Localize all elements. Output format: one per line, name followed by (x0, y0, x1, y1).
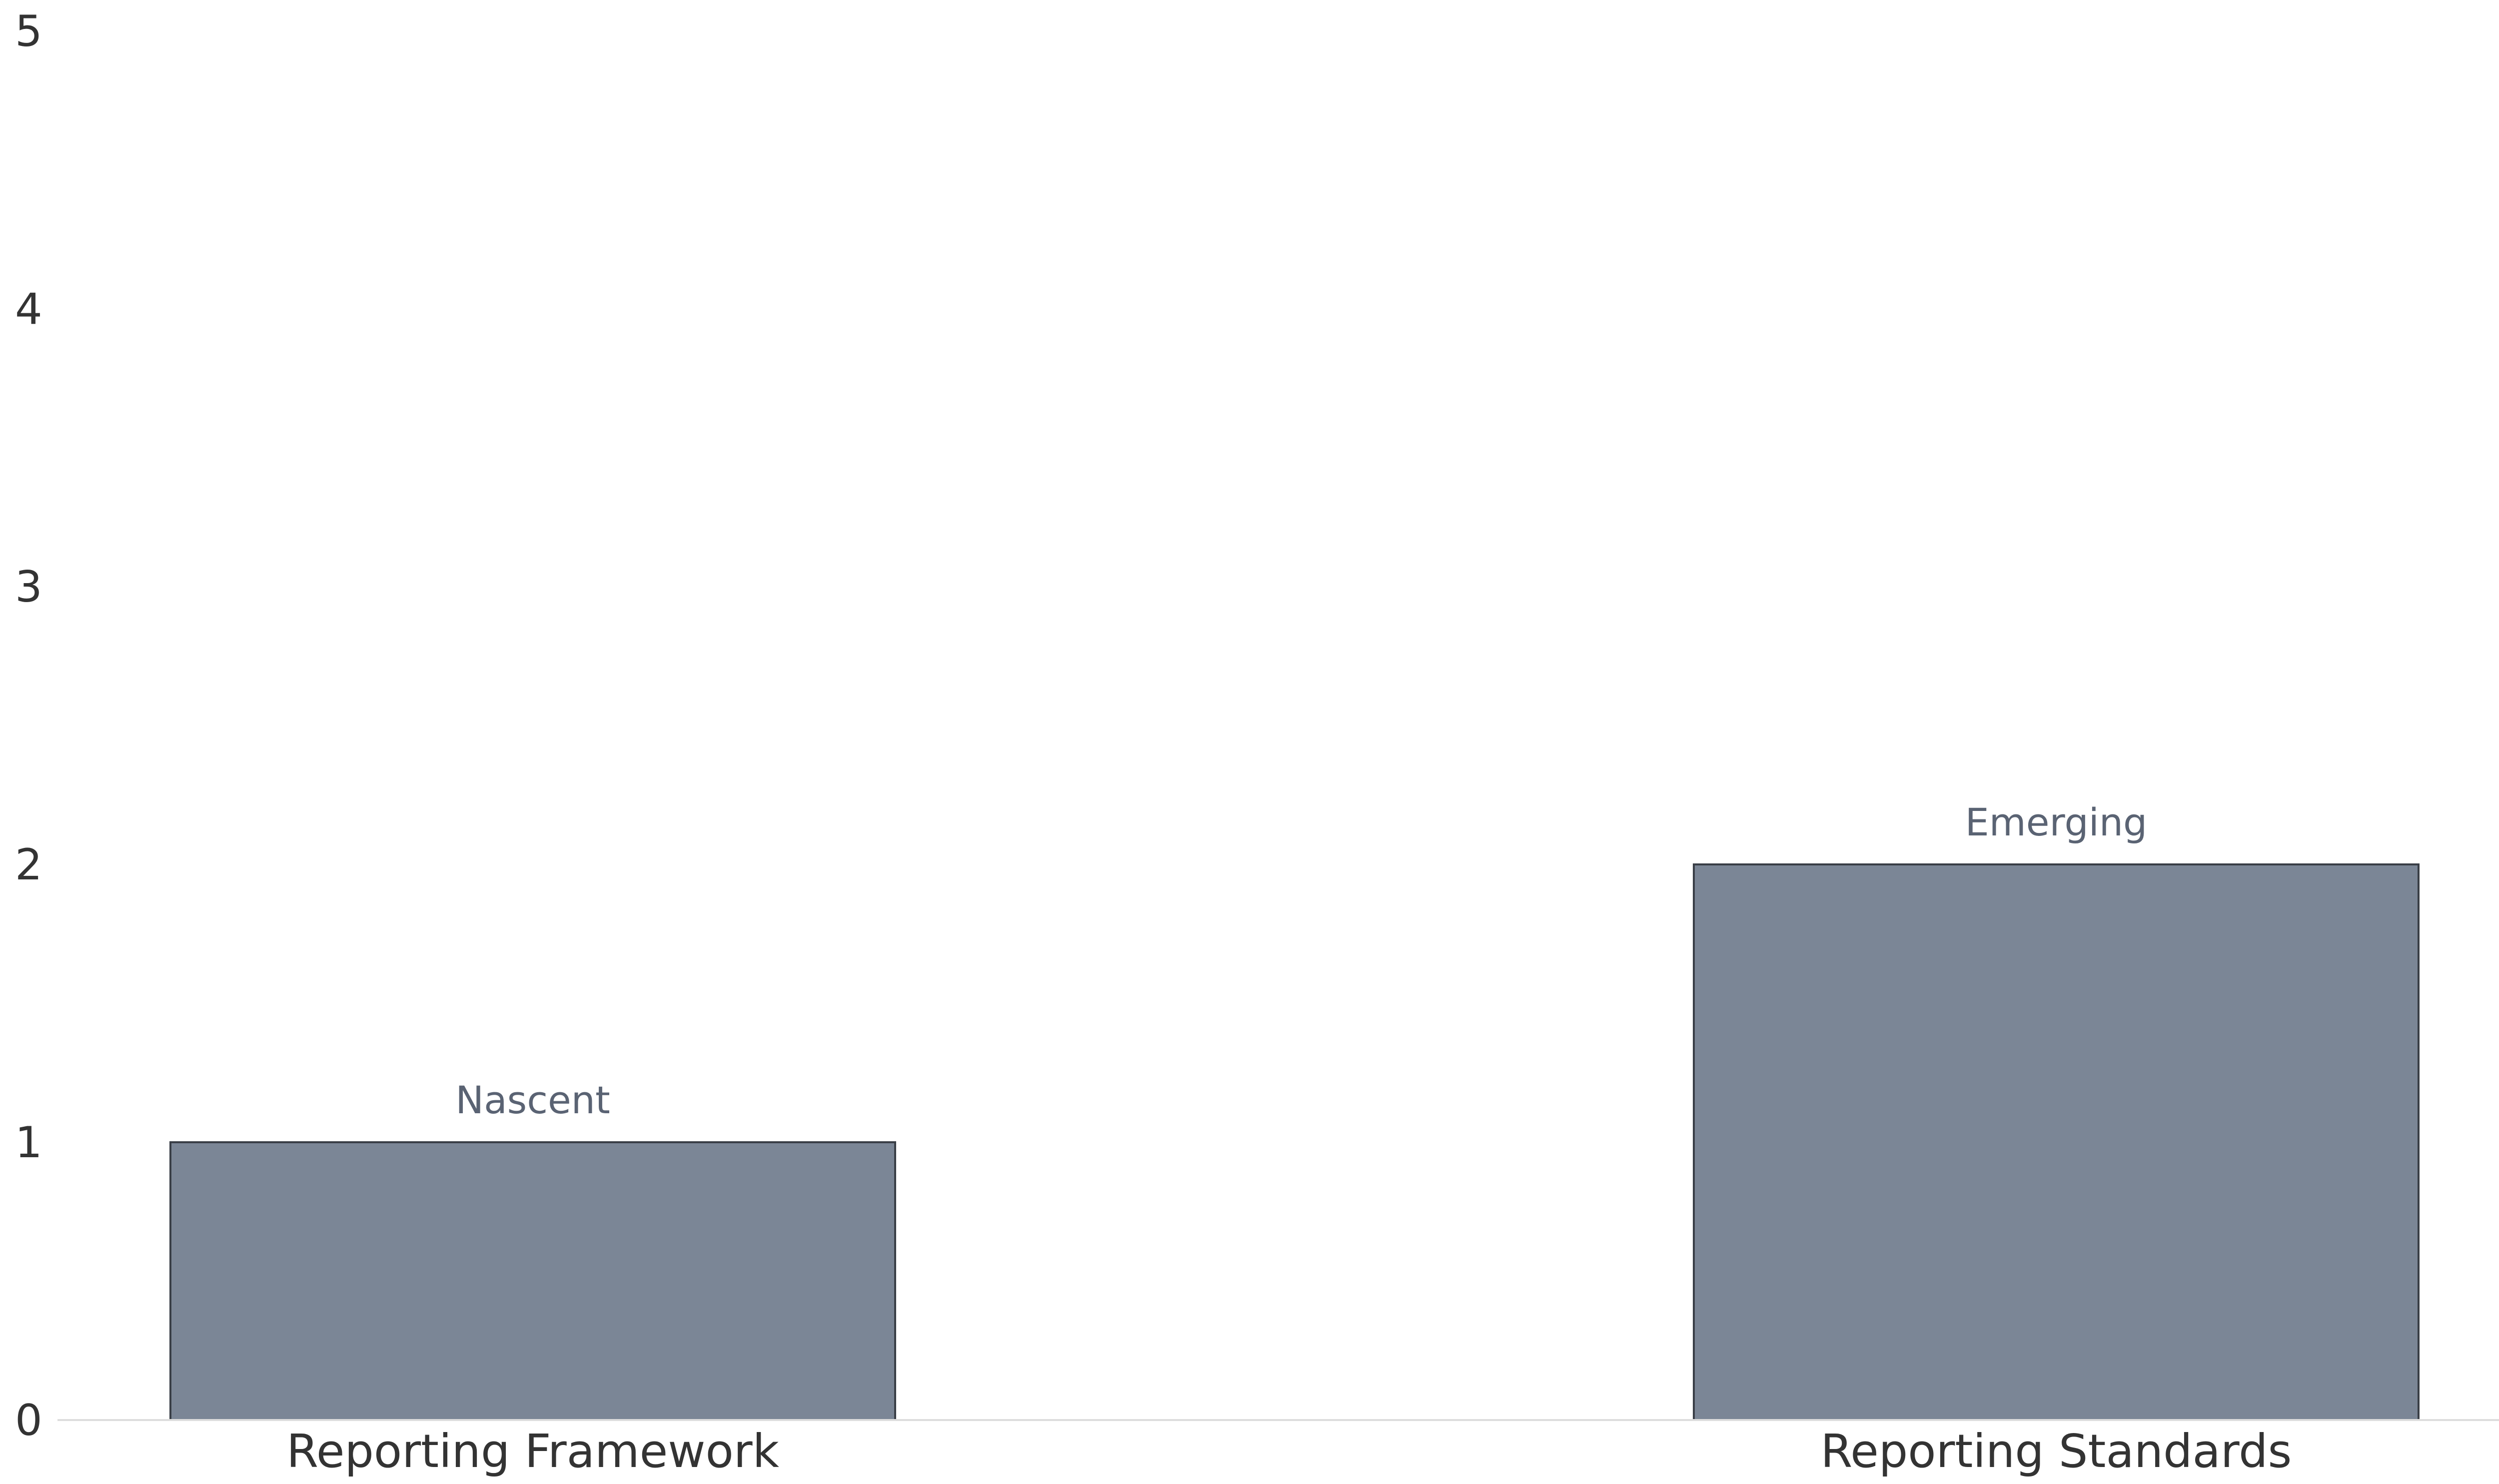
y-axis-ticks: 0 1 2 3 4 5 (15, 6, 42, 1446)
x-tick-label: Reporting Standards (1821, 1425, 2292, 1478)
data-labels: Nascent Emerging (455, 800, 2147, 1122)
y-tick-label: 1 (15, 1118, 42, 1168)
bar (1693, 863, 2420, 1421)
y-tick-label: 3 (15, 562, 42, 612)
y-tick-label: 2 (15, 840, 42, 890)
y-tick-label: 4 (15, 284, 42, 334)
y-tick-label: 5 (15, 6, 42, 56)
bars (169, 863, 2420, 1421)
bar-data-label: Emerging (1965, 800, 2148, 844)
x-axis-labels: Reporting Framework Reporting Standards (286, 1425, 2292, 1478)
x-tick-label: Reporting Framework (286, 1425, 779, 1478)
y-tick-label: 0 (15, 1396, 42, 1446)
bar-data-label: Nascent (455, 1078, 610, 1122)
bar (169, 1141, 896, 1421)
